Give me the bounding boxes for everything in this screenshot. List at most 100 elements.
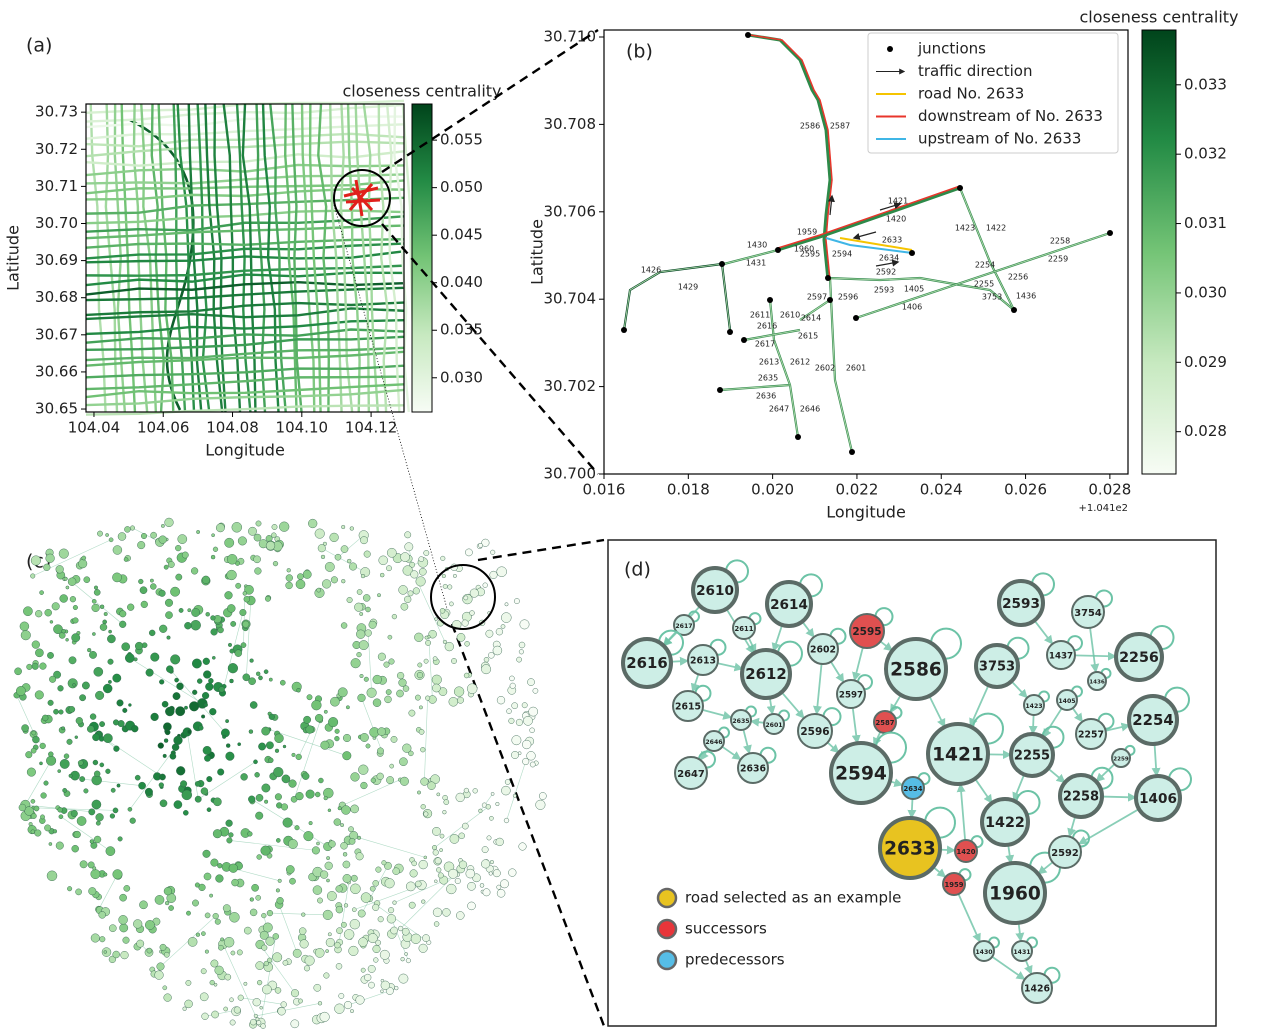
- road-label: 2601: [846, 364, 866, 373]
- network-node: [330, 533, 339, 542]
- network-node: [325, 862, 333, 870]
- network-node: [199, 726, 204, 731]
- network-node: [487, 836, 491, 840]
- network-node: [368, 933, 377, 942]
- network-node: [240, 609, 247, 616]
- panel-label: (b): [626, 41, 653, 63]
- road-label: 1429: [678, 283, 698, 292]
- graph-edge: [671, 661, 688, 662]
- network-node: [113, 870, 123, 880]
- network-node: [94, 667, 103, 676]
- network-node: [275, 794, 282, 801]
- network-node: [186, 980, 191, 985]
- network-node: [201, 715, 205, 719]
- network-node: [209, 894, 212, 897]
- network-node: [384, 662, 390, 668]
- network-node: [99, 911, 106, 918]
- network-node: [100, 763, 104, 767]
- network-node: [357, 589, 362, 594]
- network-node: [380, 573, 384, 577]
- network-node: [108, 680, 111, 683]
- network-node: [323, 910, 333, 920]
- network-node: [408, 591, 413, 596]
- network-node: [97, 531, 102, 536]
- network-node: [137, 940, 144, 947]
- network-node: [31, 830, 35, 834]
- network-node: [409, 902, 415, 908]
- road-label: 2254: [975, 261, 995, 270]
- network-node: [360, 537, 367, 544]
- network-node: [279, 522, 289, 532]
- network-node: [297, 574, 303, 580]
- network-node: [182, 552, 188, 558]
- network-node: [196, 933, 200, 937]
- network-node: [386, 566, 391, 571]
- network-node: [347, 597, 353, 603]
- network-node: [95, 691, 104, 700]
- network-node: [94, 836, 101, 843]
- network-node: [225, 538, 234, 547]
- network-node: [47, 871, 57, 881]
- colorbar-tick-label: 0.031: [1184, 214, 1227, 232]
- network-node: [106, 847, 115, 856]
- network-node: [227, 604, 235, 612]
- network-node: [360, 733, 368, 741]
- y-axis-label: Latitude: [528, 219, 547, 285]
- network-node: [377, 594, 380, 597]
- x-tick-label: 104.08: [206, 419, 259, 437]
- network-node: [128, 704, 131, 707]
- network-node: [192, 900, 198, 906]
- network-node: [278, 1007, 286, 1015]
- network-node: [222, 735, 226, 739]
- network-edge: [246, 601, 250, 678]
- legend-label: successors: [685, 920, 767, 938]
- network-node: [425, 640, 430, 645]
- network-node: [315, 948, 324, 957]
- network-node: [249, 678, 256, 685]
- network-node: [170, 587, 179, 596]
- network-node: [185, 1000, 193, 1008]
- network-node: [266, 742, 273, 749]
- network-node: [317, 588, 321, 592]
- node-label: 2255: [1014, 749, 1050, 764]
- network-node: [350, 1009, 353, 1012]
- network-node: [250, 898, 254, 902]
- network-node: [326, 856, 329, 859]
- network-node: [336, 886, 343, 893]
- network-node: [159, 774, 165, 780]
- colorbar-tick-label: 0.032: [1184, 145, 1227, 163]
- network-node: [164, 887, 172, 895]
- network-node: [402, 744, 411, 753]
- network-node: [113, 808, 118, 813]
- node-label: 1437: [1049, 652, 1073, 662]
- network-node: [459, 861, 467, 869]
- network-node: [269, 714, 275, 720]
- network-node: [465, 549, 472, 556]
- network-edge: [359, 838, 425, 858]
- network-node: [373, 675, 382, 684]
- network-node: [78, 559, 87, 568]
- network-node: [216, 524, 224, 532]
- network-node: [220, 938, 223, 941]
- network-node: [510, 683, 516, 689]
- network-node: [364, 551, 371, 558]
- network-node: [177, 683, 184, 690]
- node-label: 1960: [989, 884, 1041, 905]
- network-node: [213, 913, 219, 919]
- network-node: [64, 754, 69, 759]
- network-node: [227, 570, 237, 580]
- network-edge: [99, 874, 118, 909]
- network-node: [428, 782, 436, 790]
- y-tick-label: 30.68: [35, 288, 78, 306]
- network-node: [131, 725, 138, 732]
- network-node: [399, 585, 408, 594]
- network-node: [305, 956, 315, 966]
- network-node: [443, 584, 447, 588]
- downstream-road: [778, 186, 960, 248]
- network-node: [346, 706, 349, 709]
- network-node: [201, 969, 206, 974]
- network-node: [227, 838, 233, 844]
- network-node: [497, 885, 501, 889]
- network-node: [304, 831, 314, 841]
- network-node: [176, 707, 185, 716]
